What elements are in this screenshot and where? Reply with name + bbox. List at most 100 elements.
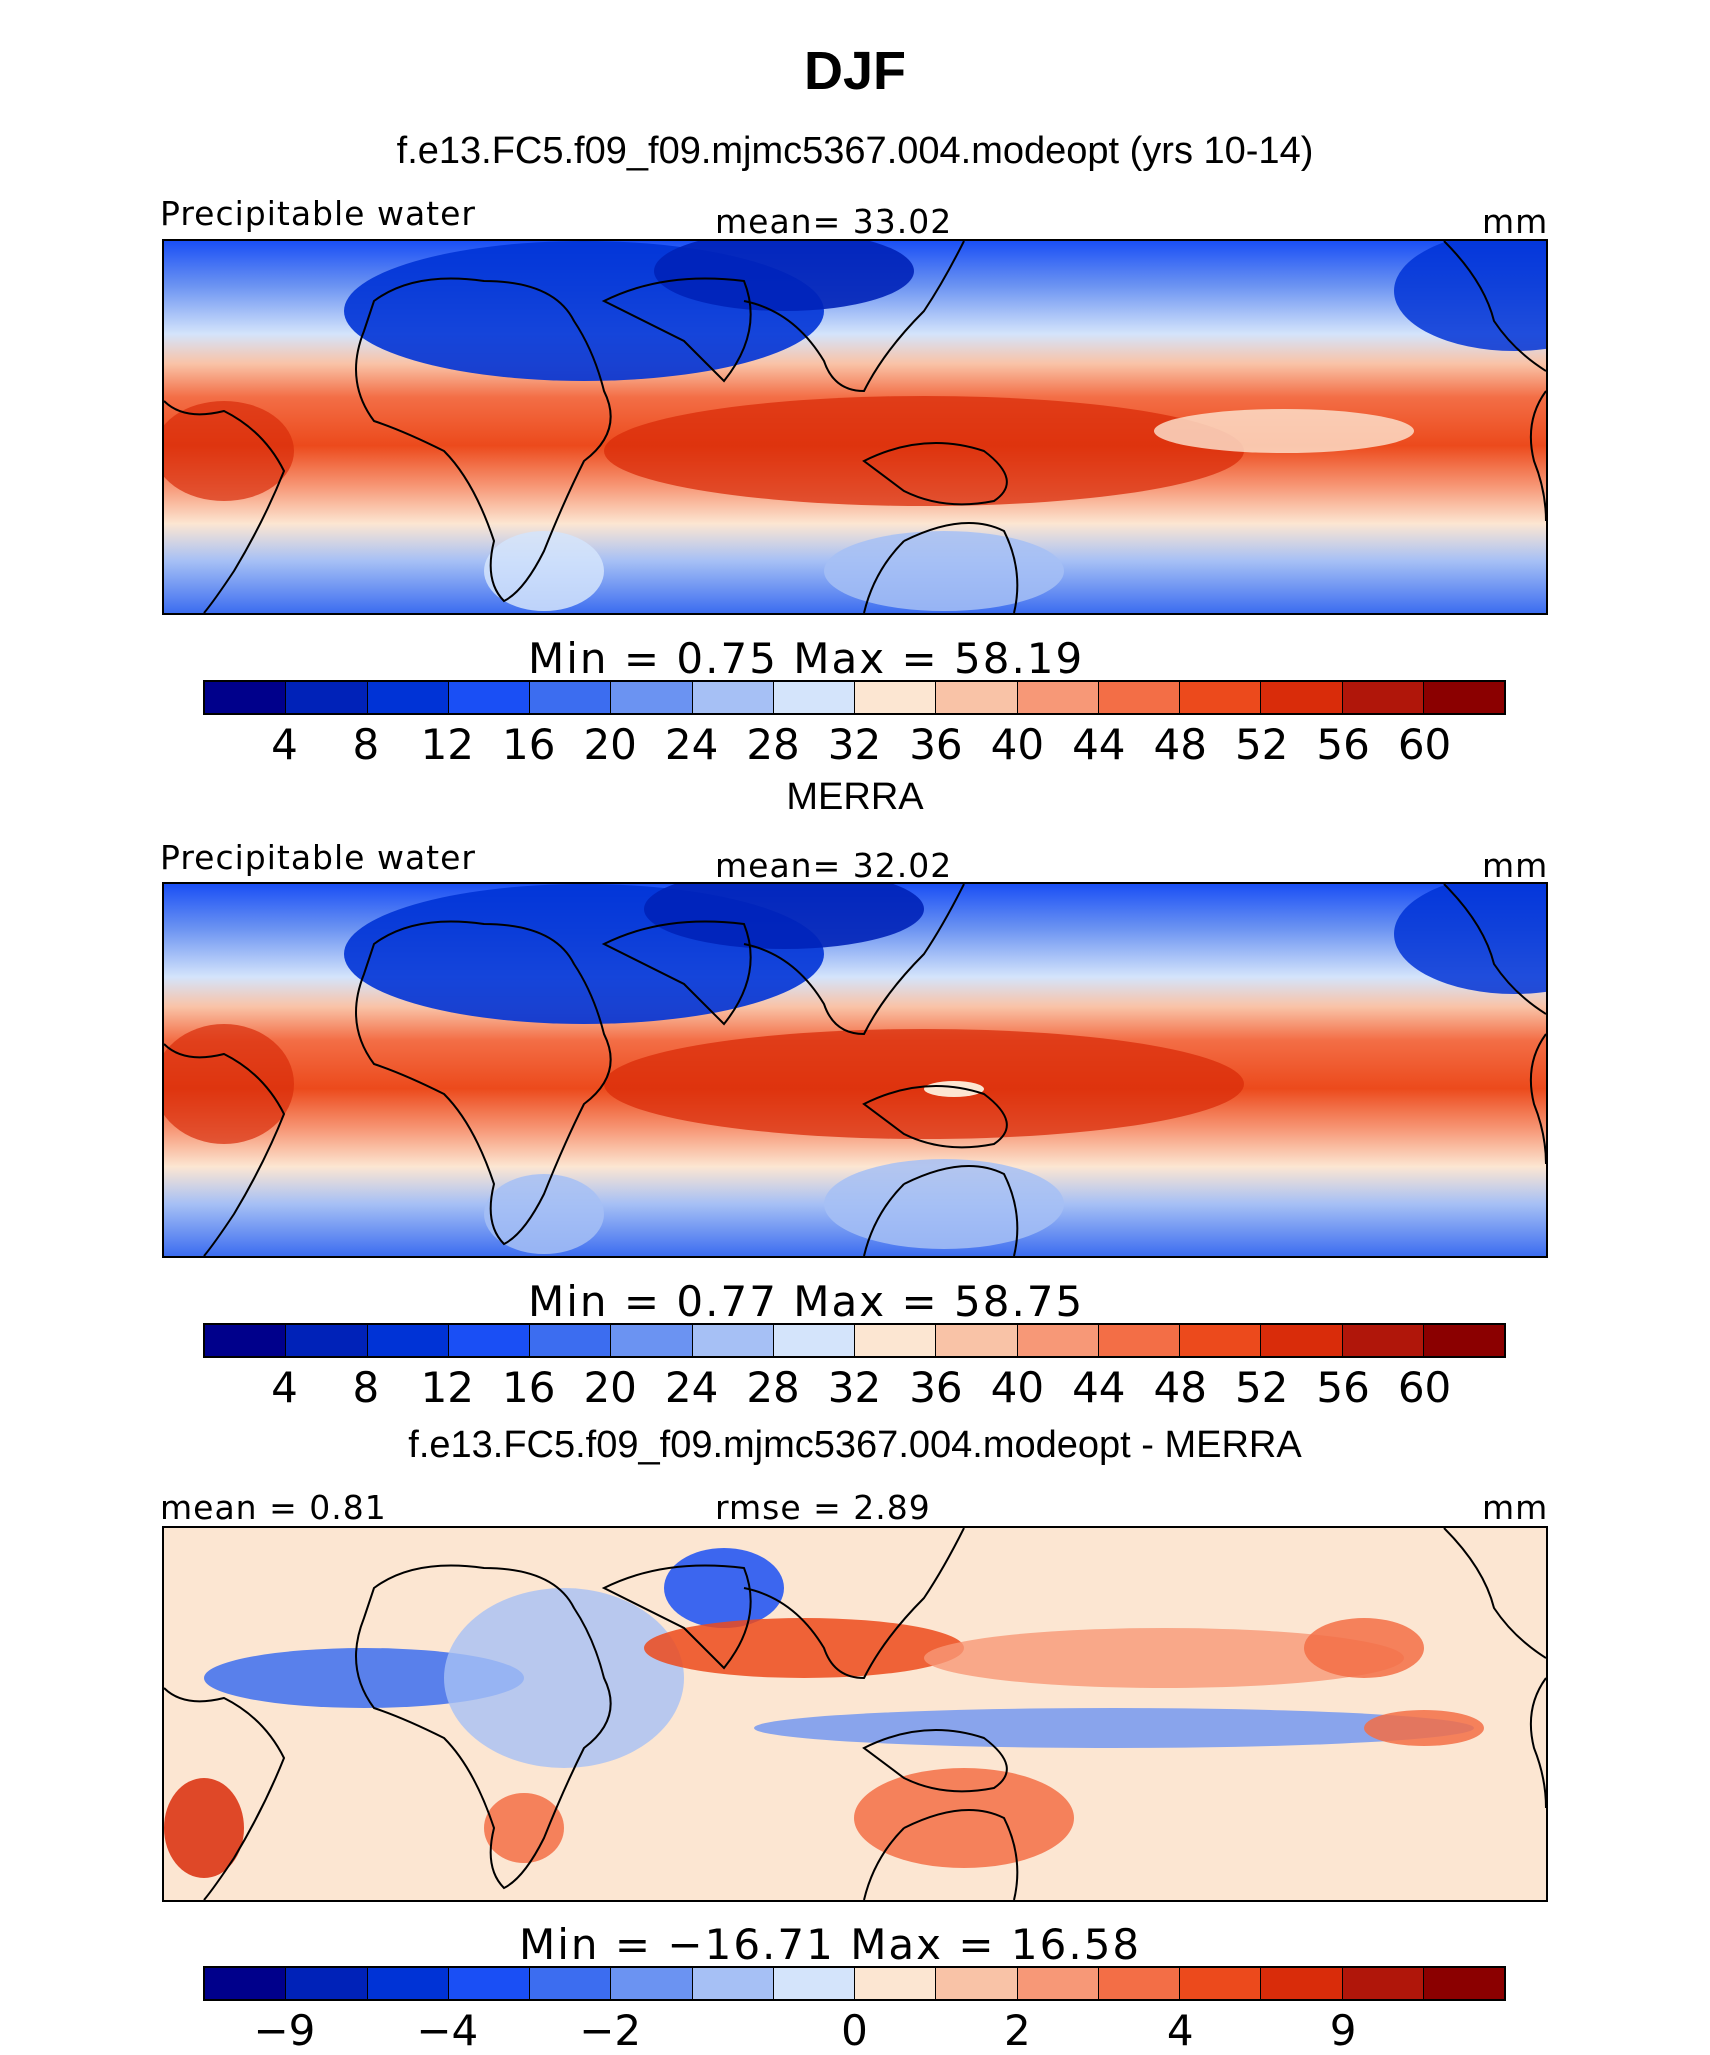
panel3-spcz-dry: [754, 1708, 1474, 1748]
colorbar-tick-label: 40: [990, 1363, 1045, 1412]
panel1-units-label: mm: [1482, 202, 1549, 241]
colorbar-swatch: [692, 1968, 774, 1999]
panel1-map-svg: [164, 241, 1546, 613]
colorbar-tick-label: 12: [420, 720, 475, 769]
colorbar-swatch: [1180, 682, 1262, 713]
colorbar-swatch: [367, 682, 449, 713]
panel3-map-svg: [164, 1528, 1546, 1900]
colorbar-tick-label: 24: [664, 720, 719, 769]
colorbar-swatch: [448, 682, 530, 713]
colorbar-tick-label: 16: [502, 720, 556, 769]
colorbar-swatch: [773, 682, 855, 713]
panel3-itcz-moist: [924, 1628, 1404, 1688]
colorbar-swatch: [855, 682, 937, 713]
panel3-africa-dry: [444, 1588, 684, 1768]
colorbar-swatch: [1017, 1968, 1099, 1999]
colorbar-swatch: [286, 1968, 368, 1999]
colorbar-swatch: [611, 1325, 693, 1356]
panel3-india-moist: [644, 1618, 964, 1678]
colorbar-swatch: [1180, 1968, 1262, 1999]
colorbar-swatch: [205, 1325, 287, 1356]
panel1-coastlines: [164, 241, 1546, 613]
panel2-map-svg: [164, 884, 1546, 1256]
colorbar-tick-label: 16: [502, 1363, 556, 1412]
colorbar-swatch: [1098, 682, 1180, 713]
colorbar-tick-label: 48: [1153, 720, 1207, 769]
colorbar-tick-label: 0: [841, 2006, 868, 2055]
colorbar-tick-label: 8: [352, 1363, 380, 1412]
panel2-minmax: Min = 0.77 Max = 58.75: [528, 1277, 1085, 1326]
panel1-title: f.e13.FC5.f09_f09.mjmc5367.004.modeopt (…: [396, 130, 1314, 172]
colorbar-tick-label: 36: [909, 720, 963, 769]
colorbar-swatch: [367, 1325, 449, 1356]
panel3-epac-moist: [1364, 1710, 1484, 1746]
panel2-mean-label: mean= 32.02: [715, 846, 953, 885]
colorbar-swatch: [855, 1325, 937, 1356]
panel1-namerica-dry: [1394, 241, 1546, 351]
colorbar-tick-label: 2: [1004, 2006, 1031, 2055]
colorbar-swatch: [1261, 682, 1343, 713]
panel3-map: [162, 1526, 1548, 1902]
colorbar-tick-label: 20: [583, 1363, 637, 1412]
panel1-amazon-moist: [164, 401, 294, 501]
colorbar-swatch: [1423, 1968, 1504, 1999]
colorbar-swatch: [1017, 1325, 1099, 1356]
panel2-namerica-dry: [1394, 884, 1546, 994]
colorbar-swatch: [1261, 1968, 1343, 1999]
panel3-title: f.e13.FC5.f09_f09.mjmc5367.004.modeopt -…: [408, 1424, 1302, 1466]
panel3-atlantic-dry: [204, 1648, 524, 1708]
panel2-warmpool: [604, 1029, 1244, 1139]
panel2-newguinea-highland: [924, 1081, 984, 1097]
panel2-colorbar: [203, 1323, 1506, 1358]
colorbar-tick-label: 48: [1153, 1363, 1207, 1412]
colorbar-tick-label: 24: [664, 1363, 719, 1412]
panel3-safrica-moist: [484, 1793, 564, 1863]
panel3-mean-label: mean = 0.81: [160, 1488, 387, 1527]
colorbar-swatch: [611, 682, 693, 713]
colorbar-swatch: [448, 1968, 530, 1999]
colorbar-swatch: [1342, 1325, 1424, 1356]
colorbar-tick-label: 9: [1329, 2006, 1357, 2055]
colorbar-tick-label: 28: [746, 720, 800, 769]
panel1-colorbar: [203, 680, 1506, 715]
panel3-nepac-moist: [1304, 1618, 1424, 1678]
colorbar-swatch: [692, 682, 774, 713]
colorbar-swatch: [205, 682, 287, 713]
panel3-australia-moist: [854, 1768, 1074, 1868]
colorbar-swatch: [1098, 1325, 1180, 1356]
colorbar-swatch: [448, 1325, 530, 1356]
panel1-safrica-dry: [484, 531, 604, 611]
colorbar-tick-label: 56: [1316, 720, 1370, 769]
panel2-coastlines: [164, 884, 1546, 1256]
panel1-map: [162, 239, 1548, 615]
panel2-units-label: mm: [1482, 846, 1549, 885]
panel2-safrica-dry: [484, 1174, 604, 1254]
panel3-samerica-moist: [164, 1778, 244, 1878]
colorbar-tick-label: 52: [1234, 720, 1289, 769]
colorbar-tick-label: 28: [746, 1363, 800, 1412]
panel2-amazon-moist: [164, 1024, 294, 1144]
colorbar-tick-label: 36: [909, 1363, 963, 1412]
colorbar-swatch: [855, 1968, 937, 1999]
figure-title: DJF: [803, 41, 906, 101]
panel1-mean-label: mean= 33.02: [715, 202, 953, 241]
panel2-variable-label: Precipitable water: [160, 838, 476, 877]
colorbar-swatch: [530, 682, 612, 713]
colorbar-swatch: [1017, 682, 1099, 713]
colorbar-swatch: [1180, 1325, 1262, 1356]
panel3-minmax: Min = −16.71 Max = 16.58: [519, 1920, 1142, 1969]
colorbar-tick-label: 44: [1072, 720, 1126, 769]
colorbar-swatch: [773, 1968, 855, 1999]
colorbar-tick-label: 4: [1166, 2006, 1194, 2055]
panel2-map: [162, 882, 1548, 1258]
colorbar-swatch: [1342, 682, 1424, 713]
colorbar-tick-label: 56: [1316, 1363, 1370, 1412]
panel3-coastlines: [164, 1528, 1546, 1900]
colorbar-swatch: [367, 1968, 449, 1999]
colorbar-swatch: [773, 1325, 855, 1356]
colorbar-swatch: [936, 1968, 1018, 1999]
colorbar-swatch: [205, 1968, 287, 1999]
colorbar-tick-label: 52: [1234, 1363, 1289, 1412]
colorbar-swatch: [1342, 1968, 1424, 1999]
colorbar-tick-label: 20: [583, 720, 637, 769]
